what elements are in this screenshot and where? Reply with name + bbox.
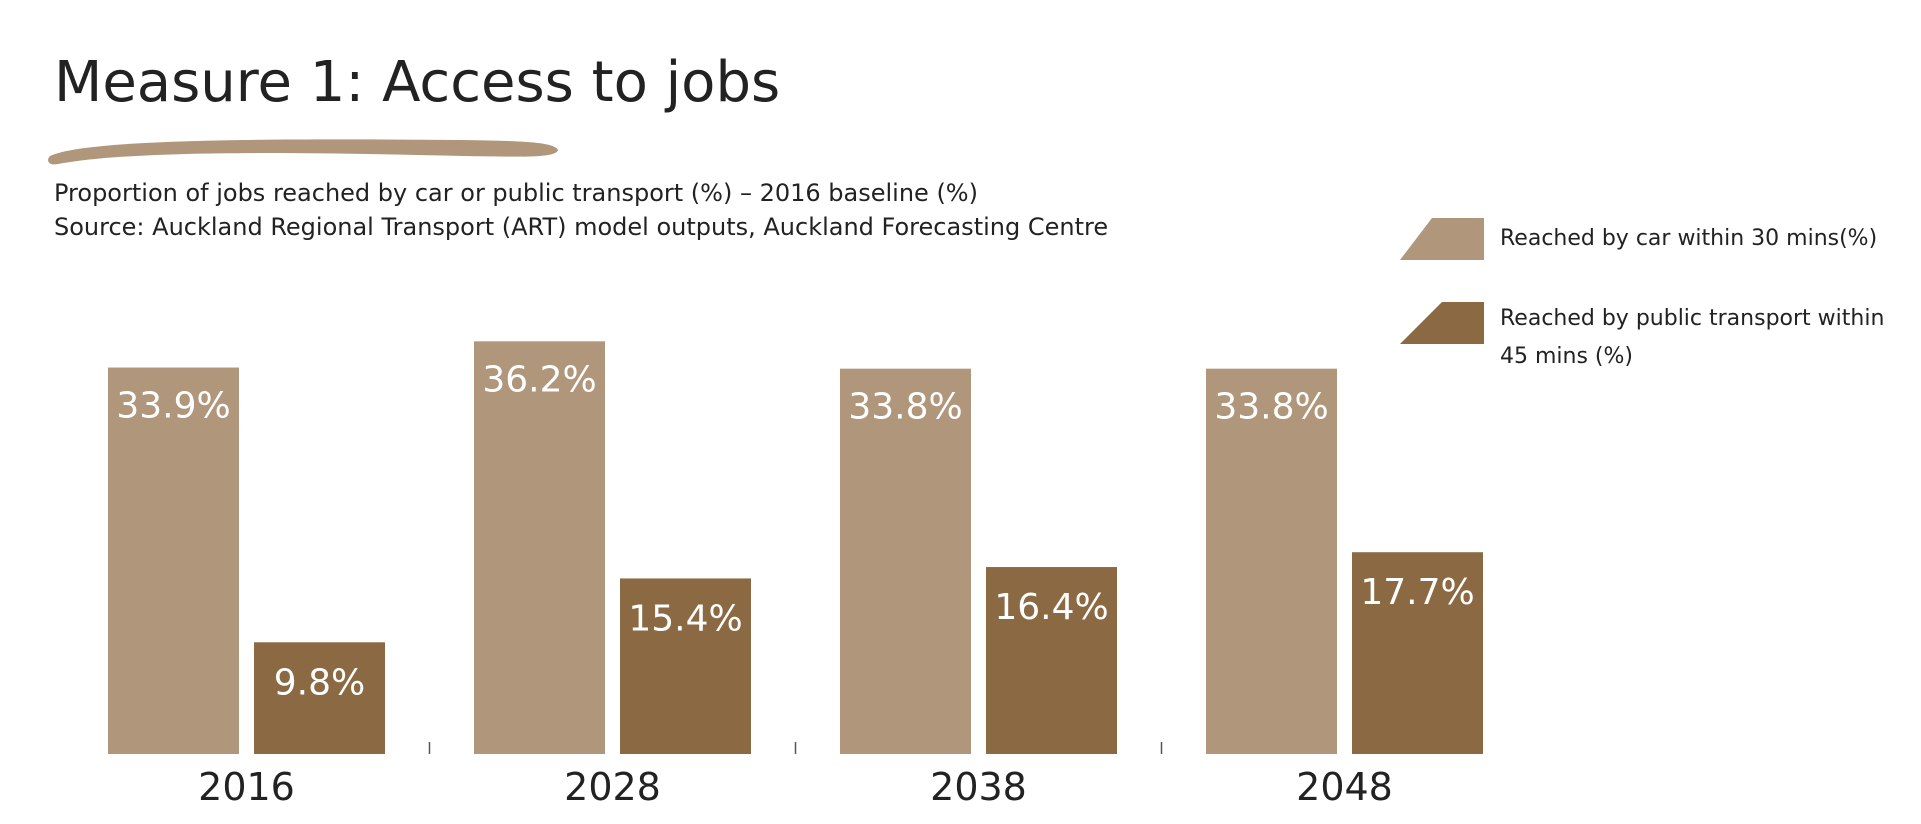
data-label: 33.9% (116, 386, 230, 427)
bar-pt-2028 (620, 578, 751, 754)
legend-label-pt-line1: Reached by public transport within (1500, 306, 1885, 331)
legend-label-pt: Reached by public transport within 45 mi… (1500, 300, 1910, 376)
bar-car-2016 (108, 367, 239, 754)
underline-stroke (48, 139, 558, 165)
data-label: 36.2% (482, 359, 596, 400)
bar-car-2048 (1206, 368, 1337, 754)
subtitle-line: Proportion of jobs reached by car or pub… (54, 179, 978, 207)
data-label: 33.8% (1214, 387, 1328, 428)
chart-subtitle: Proportion of jobs reached by car or pub… (54, 176, 1108, 244)
source-line: Source: Auckland Regional Transport (ART… (54, 213, 1109, 241)
x-tick-label: 2028 (564, 765, 661, 809)
page-title: Measure 1: Access to jobs (54, 50, 781, 115)
bar-pt-2016 (254, 642, 385, 754)
x-tick-label: 2016 (198, 765, 295, 809)
bar-pt-2038 (986, 567, 1117, 754)
bar-car-2028 (474, 341, 605, 754)
data-label: 9.8% (274, 662, 365, 703)
bar-pt-2048 (1352, 552, 1483, 754)
bar-car-2038 (840, 368, 971, 754)
title-underline (48, 139, 558, 165)
data-label: 15.4% (628, 598, 742, 639)
x-tick-label: 2038 (930, 765, 1027, 809)
legend-swatch-pt (1400, 302, 1484, 344)
data-label: 16.4% (994, 587, 1108, 628)
x-tick-label: 2048 (1296, 765, 1393, 809)
legend-label-pt-line2: 45 mins (%) (1500, 344, 1633, 369)
legend-swatch-car (1400, 218, 1484, 260)
data-label: 17.7% (1360, 572, 1474, 613)
data-label: 33.8% (848, 387, 962, 428)
legend-label-car: Reached by car within 30 mins(%) (1500, 226, 1878, 251)
